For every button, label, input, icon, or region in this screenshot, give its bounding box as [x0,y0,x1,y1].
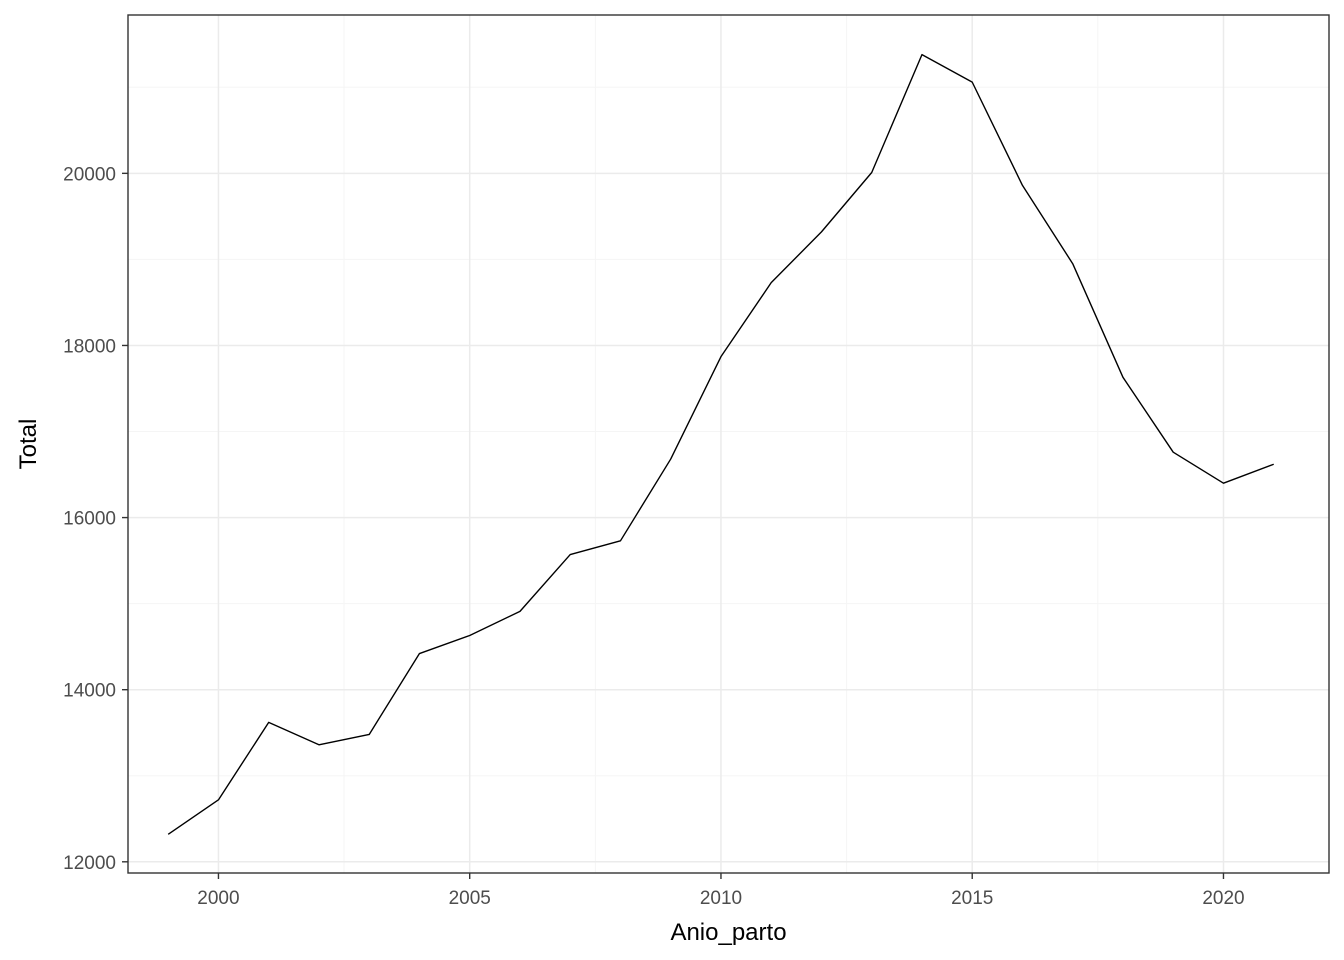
y-axis-title: Total [15,419,42,470]
minor-gridlines [128,15,1329,873]
y-tick-label: 18000 [63,336,116,357]
y-tick-label: 20000 [63,164,116,185]
y-tick-label: 14000 [63,681,116,702]
x-tick-label: 2005 [449,888,491,909]
y-axis-ticks: 12000 14000 16000 18000 20000 [63,164,128,874]
y-tick-label: 12000 [63,853,116,874]
x-tick-label: 2010 [700,888,742,909]
panel-border [127,14,1330,874]
series-group [167,53,1274,835]
x-axis-title: Anio_parto [670,919,786,946]
x-tick-label: 2020 [1202,888,1244,909]
series-line [167,53,1274,835]
x-tick-label: 2000 [197,888,239,909]
y-tick-label: 16000 [63,509,116,530]
x-tick-label: 2015 [951,888,993,909]
x-axis-ticks: 2000 2005 2010 2015 2020 [197,873,1245,909]
